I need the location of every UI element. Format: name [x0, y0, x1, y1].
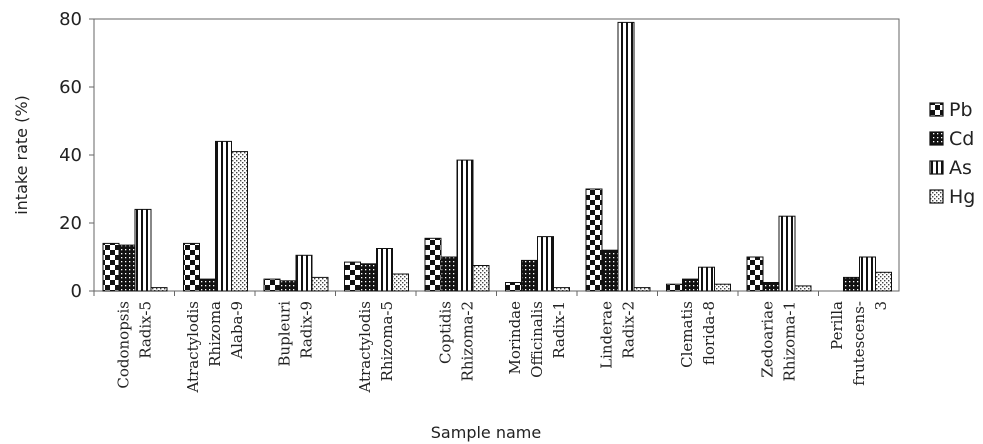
bars	[102, 21, 892, 292]
bar-cd	[843, 276, 860, 292]
bar-cd	[601, 249, 619, 292]
bar-as	[295, 254, 313, 292]
legend-label-pb: Pb	[949, 99, 973, 121]
bar-cd	[199, 278, 216, 292]
bar-as	[617, 21, 635, 292]
y-tick-label: 40	[59, 145, 82, 166]
category-label: florida-8	[700, 301, 718, 365]
bar-hg	[794, 285, 812, 292]
bar-hg	[472, 265, 490, 292]
y-tick-label: 20	[59, 213, 82, 234]
category-label: Clematis	[678, 301, 696, 368]
bar-hg	[231, 151, 248, 292]
legend-swatch-pb	[929, 102, 944, 117]
category-label: Radix-2	[619, 301, 637, 359]
bar-hg	[553, 287, 570, 292]
bar-pb	[263, 278, 281, 292]
category-label: Atractylodis	[184, 301, 202, 394]
bar-hg	[633, 287, 651, 292]
category-label: Linderae	[597, 301, 615, 369]
bar-cd	[762, 282, 780, 292]
bar-cd	[682, 278, 699, 292]
category-label: Rhizoma	[206, 301, 224, 367]
x-axis-title: Sample name	[431, 423, 541, 442]
bar-as	[215, 140, 232, 292]
bar-pb	[746, 256, 764, 292]
y-tick-label: 80	[59, 9, 82, 30]
bar-hg	[714, 283, 731, 292]
bar-cd	[118, 244, 136, 292]
category-label: 3	[872, 301, 890, 311]
legend-swatch-hg	[929, 189, 944, 204]
category-label: Codonopsis	[114, 301, 132, 389]
bar-as	[778, 215, 796, 292]
bar-pb	[102, 242, 120, 292]
bar-cd	[360, 263, 377, 292]
legend-label-cd: Cd	[949, 128, 974, 150]
plot-frame	[93, 18, 900, 292]
category-label: Bupleuri	[275, 301, 293, 367]
bar-pb	[505, 282, 522, 292]
bar-hg	[392, 273, 409, 292]
bar-pb	[183, 242, 200, 292]
bar-cd	[279, 280, 297, 292]
category-label: Rhizoma-5	[378, 301, 396, 381]
bar-as	[376, 248, 393, 292]
bar-cd	[440, 256, 458, 292]
category-label: Radix-5	[136, 301, 154, 359]
bar-as	[134, 208, 152, 292]
category-label: Officinalis	[528, 301, 546, 378]
legend-label-as: As	[949, 157, 972, 179]
bar-pb	[666, 283, 683, 292]
bar-hg	[875, 271, 892, 292]
bar-as	[698, 266, 715, 292]
bar-as	[456, 159, 474, 292]
bar-cd	[521, 259, 538, 292]
category-label: Atractylodis	[356, 301, 374, 394]
bar-as	[537, 236, 554, 292]
category-labels: Codonopsis Radix-5 Atractylodis Rhizoma Alab…	[93, 291, 890, 394]
bar-pb	[585, 188, 603, 292]
legend: Pb Cd As Hg	[929, 99, 975, 208]
category-label: Radix-9	[297, 301, 315, 359]
bar-pb	[424, 237, 442, 292]
bar-as	[859, 256, 876, 292]
category-label: Radix-1	[550, 301, 568, 359]
y-tick-label: 60	[59, 77, 82, 98]
y-axis-title: intake rate (%)	[12, 95, 31, 215]
category-label: Alaba-9	[228, 301, 246, 360]
category-label: frutescens-	[850, 301, 868, 386]
y-tick-label: 0	[71, 281, 82, 302]
category-label: Morindae	[506, 301, 524, 375]
y-axis-ticks: 0 20 40 60 80	[59, 9, 94, 302]
legend-label-hg: Hg	[949, 186, 975, 208]
legend-swatch-as	[929, 160, 944, 175]
category-label: Coptidis	[436, 301, 454, 364]
category-label: Rhizoma-2	[458, 301, 476, 381]
category-label: Perilla	[828, 301, 846, 350]
legend-swatch-cd	[929, 131, 944, 146]
bar-pb	[344, 261, 361, 292]
category-label: Rhizoma-1	[780, 301, 798, 381]
category-label: Zedoariae	[758, 301, 776, 378]
bar-hg	[311, 276, 329, 292]
bar-hg	[150, 287, 168, 292]
